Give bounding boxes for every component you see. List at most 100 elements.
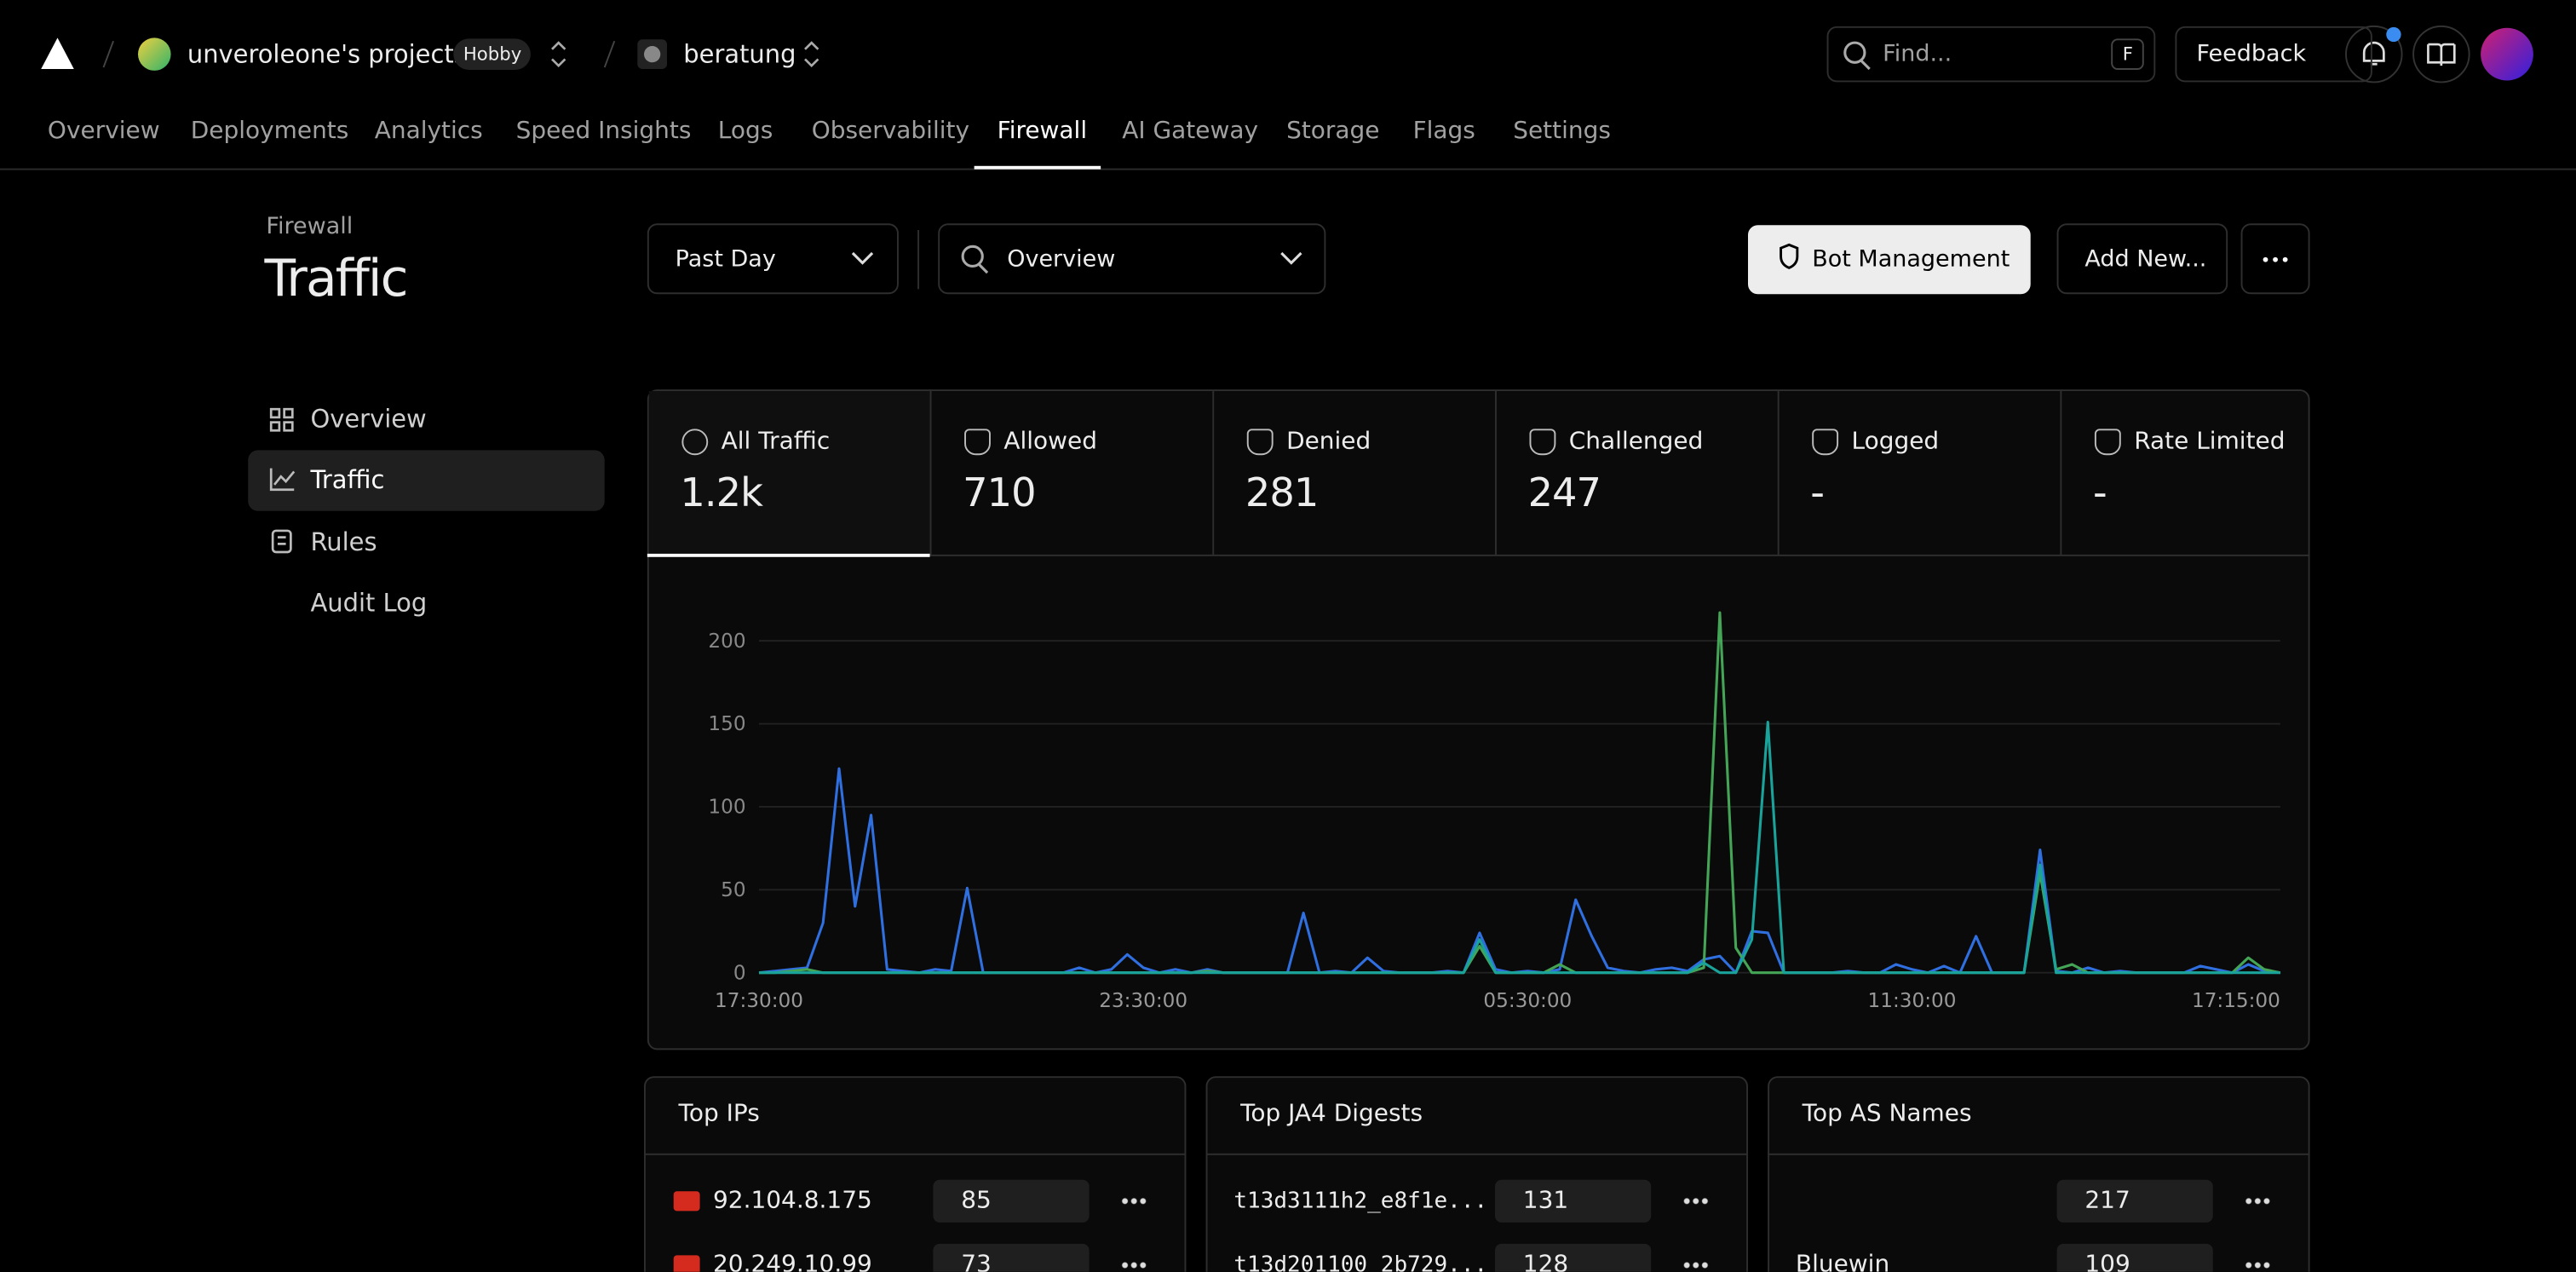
nav-tab[interactable]: Storage [1286, 118, 1380, 145]
sidebar-item[interactable]: Overview [310, 404, 427, 435]
x-tick-label: 11:30:00 [1868, 990, 1957, 1012]
panel-title: Top IPs [678, 1101, 760, 1127]
add-button[interactable] [2056, 223, 2228, 295]
count-pill [933, 1243, 1090, 1272]
panel-divider [643, 1153, 1187, 1155]
row-count: 109 [2084, 1252, 2130, 1272]
y-tick-label: 0 [733, 962, 746, 984]
count-pill [1494, 1243, 1652, 1272]
row-count: 85 [961, 1188, 992, 1215]
row-more[interactable] [1120, 1262, 1147, 1269]
stat-label[interactable]: Logged [1851, 429, 1940, 456]
row-count: 217 [2084, 1188, 2130, 1215]
row-more[interactable] [2244, 1197, 2271, 1205]
sidebar-item[interactable]: Audit Log [310, 588, 428, 619]
stat-icon [964, 429, 991, 456]
stat-value: - [1810, 469, 1825, 516]
stat-label[interactable]: All Traffic [721, 429, 831, 456]
row-more[interactable] [1682, 1262, 1709, 1269]
view-label: Overview [1007, 246, 1116, 273]
x-tick-label: 05:30:00 [1483, 990, 1572, 1012]
row-count: 73 [961, 1252, 992, 1272]
nav-tab[interactable]: Observability [811, 118, 970, 145]
panel [643, 1076, 1187, 1272]
panel-divider [1205, 1153, 1748, 1155]
more-button[interactable] [2240, 223, 2310, 295]
active-stat [648, 390, 930, 555]
panel-title: Top AS Names [1802, 1101, 1972, 1127]
stat-label[interactable]: Challenged [1568, 429, 1704, 456]
x-tick-label: 17:15:00 [2192, 990, 2280, 1012]
bot-label: Bot Management [1812, 246, 2010, 273]
panel [1205, 1076, 1748, 1272]
row-more[interactable] [2244, 1262, 2271, 1269]
y-tick-label: 200 [708, 630, 745, 653]
stat-label[interactable]: Rate Limited [2134, 429, 2286, 456]
nav-tab[interactable]: Firewall [997, 118, 1088, 145]
row-label[interactable]: Bluewin [1795, 1252, 1890, 1272]
nav-tab[interactable]: Speed Insights [515, 118, 692, 145]
top-icons [0, 25, 2576, 170]
nav-tab[interactable]: Flags [1412, 118, 1475, 145]
stat-icon [1246, 429, 1274, 456]
view-dropdown[interactable] [938, 223, 1326, 295]
stat-icon [1812, 429, 1839, 456]
project-name[interactable]: unveroleone's projects [187, 39, 467, 69]
row-label[interactable]: t13d201100_2b729... [1233, 1252, 1488, 1272]
y-tick-label: 100 [708, 797, 745, 819]
search-box[interactable] [1826, 26, 2156, 83]
panel [1768, 1076, 2310, 1272]
repo-name[interactable]: beratung [683, 39, 796, 69]
flag [673, 1191, 700, 1212]
series-line [758, 721, 2280, 975]
row-label[interactable]: 92.104.8.175 [712, 1188, 872, 1215]
row-label[interactable]: t13d3111h2_e8f1e... [1233, 1188, 1488, 1215]
range-dropdown[interactable] [647, 223, 899, 295]
stat-divider [1212, 390, 1215, 555]
x-tick-label: 23:30:00 [1099, 990, 1187, 1012]
row-more[interactable] [1682, 1197, 1709, 1205]
feedback-button[interactable] [2175, 26, 2372, 83]
stat-value: - [2092, 469, 2107, 516]
row-label[interactable]: 20.249.10.99 [712, 1252, 872, 1272]
stat-value: 1.2k [680, 469, 763, 516]
count-pill [1494, 1179, 1652, 1223]
nav-tab[interactable]: Logs [717, 118, 773, 145]
nav-tab[interactable]: Analytics [374, 118, 483, 145]
count-pill [2056, 1179, 2213, 1223]
stat-icon [681, 429, 709, 456]
panel-title: Top JA4 Digests [1240, 1101, 1423, 1127]
nav-tab[interactable]: Overview [47, 118, 160, 145]
stat-divider [2060, 390, 2062, 555]
bot-button[interactable] [1747, 225, 2031, 295]
nav-tab[interactable]: Deployments [190, 118, 349, 145]
count-pill [933, 1179, 1090, 1223]
page-title: Traffic [264, 250, 408, 309]
stat-value: 710 [963, 469, 1036, 516]
stat-value: 281 [1245, 469, 1319, 516]
row-more[interactable] [1120, 1197, 1147, 1205]
stat-label[interactable]: Allowed [1003, 429, 1097, 456]
row-count: 131 [1522, 1188, 1569, 1215]
search-key: F [2111, 38, 2145, 70]
add-label: Add New... [2084, 246, 2207, 273]
sidebar-item[interactable]: Rules [310, 527, 377, 557]
stat-label[interactable]: Denied [1286, 429, 1371, 456]
panel-divider [1768, 1153, 2310, 1155]
nav-tab[interactable]: Settings [1513, 118, 1611, 145]
page-icons [248, 229, 2288, 554]
flag [673, 1255, 700, 1272]
stat-value: 247 [1527, 469, 1601, 516]
nav-tab[interactable]: AI Gateway [1122, 118, 1259, 145]
range-label: Past Day [675, 246, 776, 273]
sidebar-item[interactable]: Traffic [310, 465, 385, 496]
series-line [758, 611, 2281, 975]
breadcrumb: Firewall [266, 213, 354, 240]
y-tick-label: 50 [721, 879, 745, 901]
count-pill [2056, 1243, 2213, 1272]
stat-icon [1529, 429, 1556, 456]
stat-divider [1777, 390, 1780, 555]
